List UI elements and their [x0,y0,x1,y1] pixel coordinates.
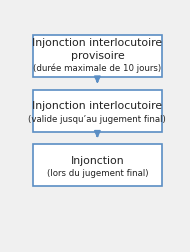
FancyBboxPatch shape [33,90,162,132]
FancyBboxPatch shape [33,36,162,78]
Text: (lors du jugement final): (lors du jugement final) [47,169,148,177]
Text: (durée maximale de 10 jours): (durée maximale de 10 jours) [33,63,162,72]
Text: Injonction interlocutoire
provisoire: Injonction interlocutoire provisoire [32,38,162,60]
Text: (valide jusqu’au jugement final): (valide jusqu’au jugement final) [28,114,166,123]
Text: Injonction interlocutoire: Injonction interlocutoire [32,101,162,111]
Text: Injonction: Injonction [70,155,124,165]
FancyBboxPatch shape [33,145,162,186]
